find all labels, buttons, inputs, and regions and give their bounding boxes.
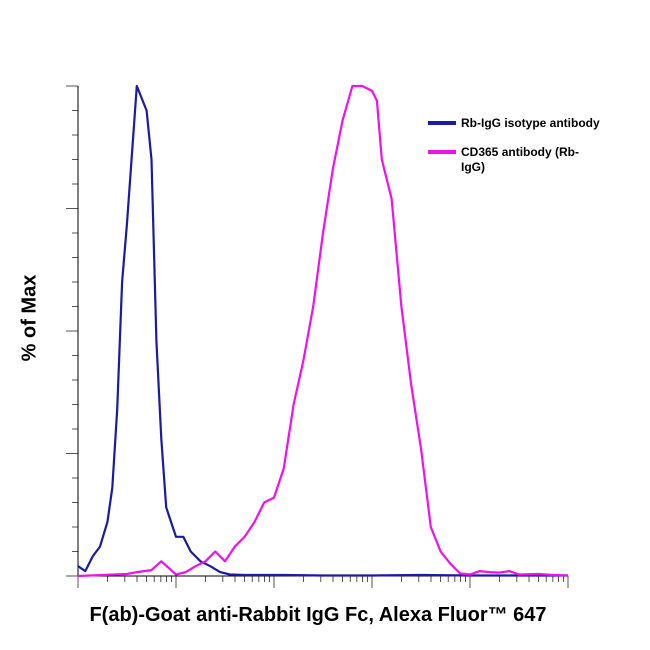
legend-swatch-cd365 (428, 150, 456, 154)
legend-item-isotype: Rb-IgG isotype antibody (428, 116, 601, 131)
series-line-cd365 (77, 84, 569, 578)
x-axis-label: F(ab)-Goat anti-Rabbit IgG Fc, Alexa Flu… (89, 604, 547, 626)
legend-item-cd365: CD365 antibody (Rb-IgG) (428, 145, 601, 175)
series-line-isotype (77, 84, 568, 577)
y-axis-ticks (66, 85, 78, 577)
legend-swatch-isotype (428, 121, 456, 125)
legend-label-isotype: Rb-IgG isotype antibody (461, 116, 600, 130)
legend-label-cd365: CD365 antibody (Rb-IgG) (461, 145, 580, 174)
series-layer (77, 84, 569, 578)
y-axis-label: % of Max (18, 274, 41, 362)
legend: Rb-IgG isotype antibody CD365 antibody (… (428, 116, 601, 189)
x-axis-ticks (77, 576, 569, 588)
